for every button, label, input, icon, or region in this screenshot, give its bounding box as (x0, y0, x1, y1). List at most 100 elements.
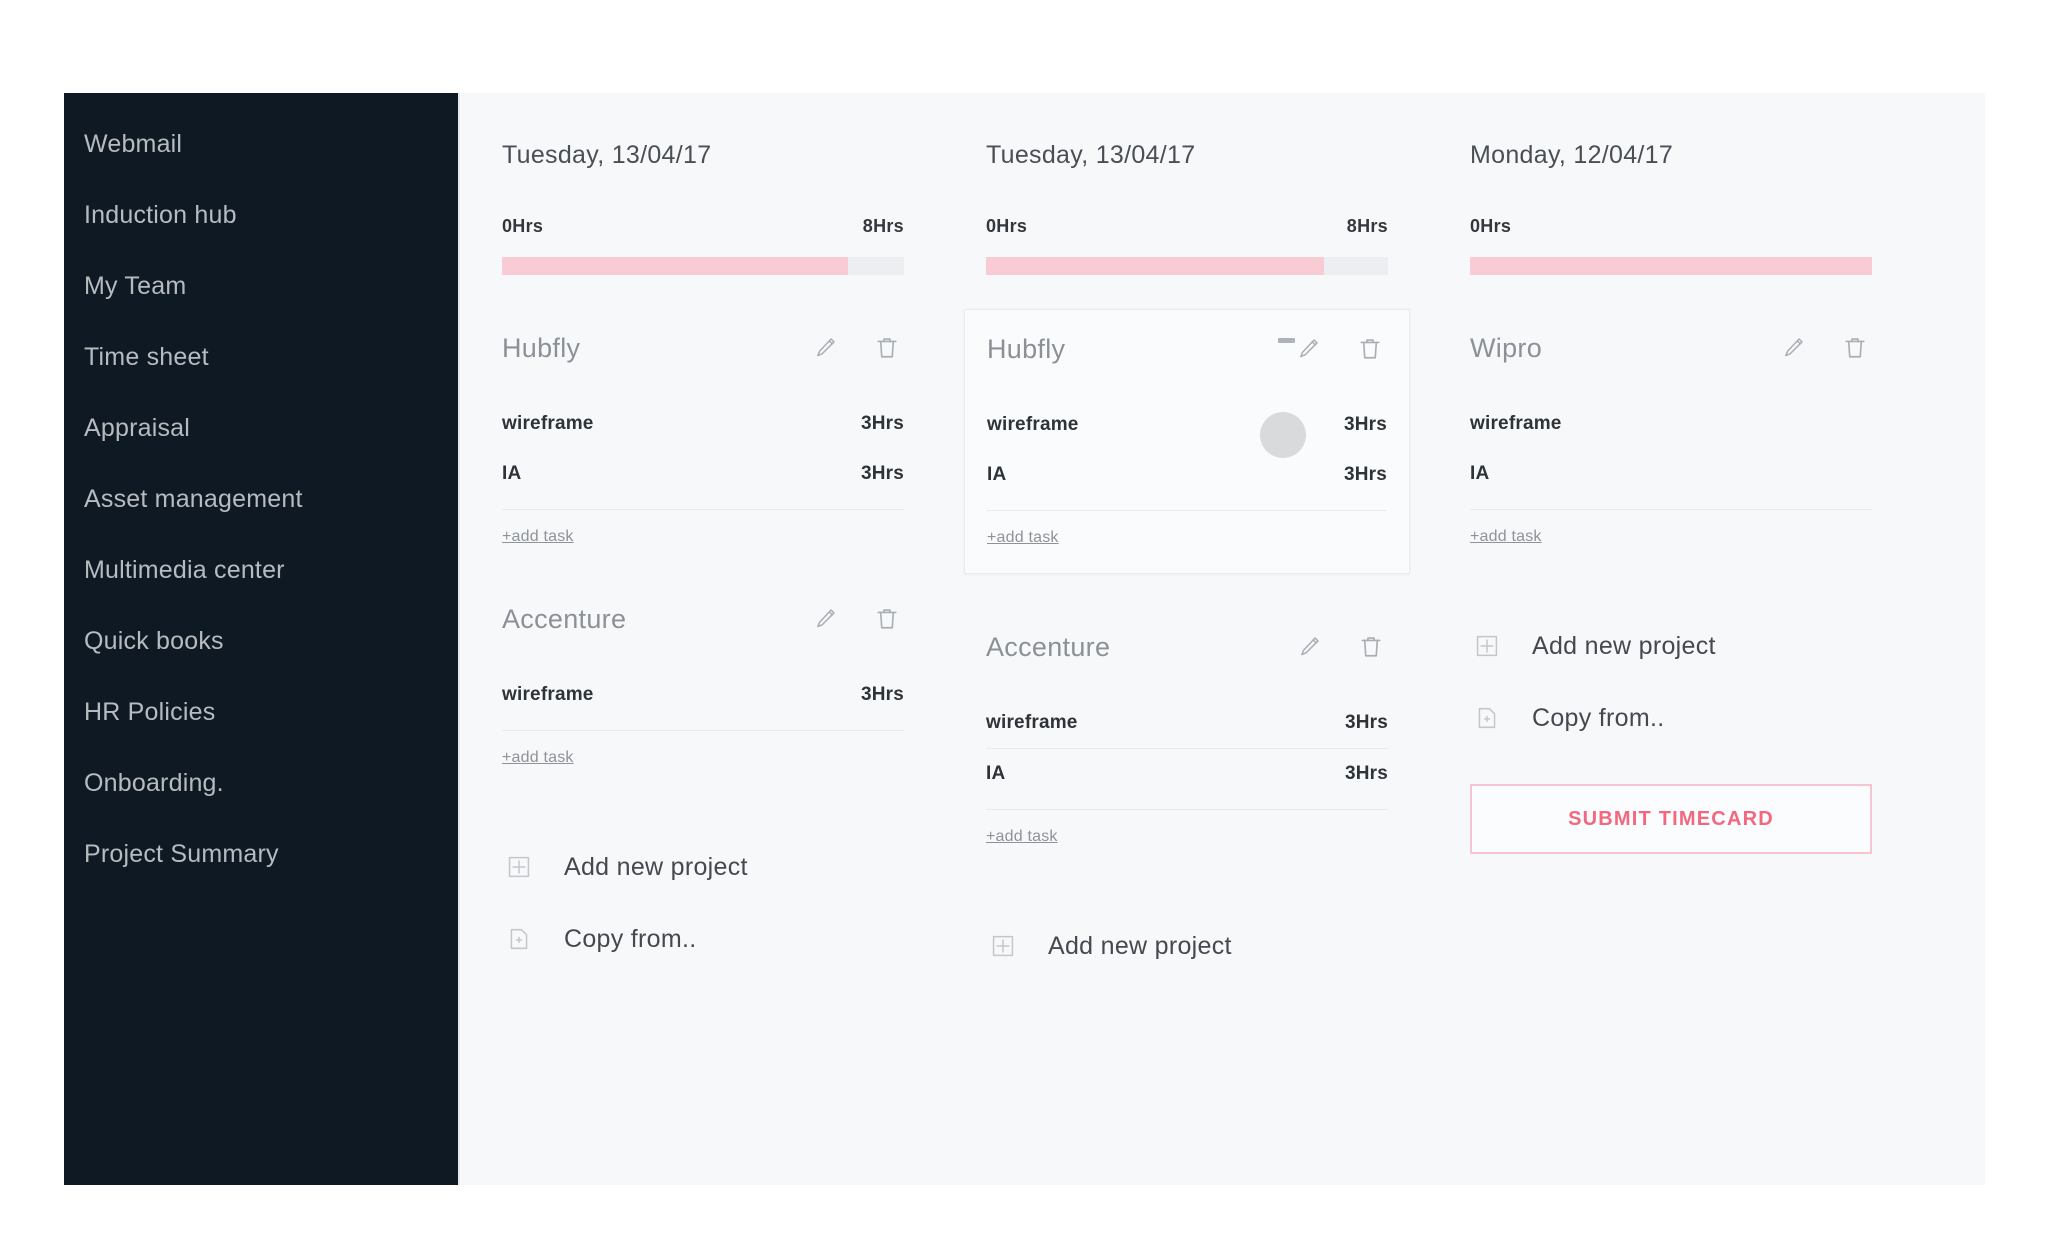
main-sidebar: Webmail Induction hub My Team Time sheet App… (64, 93, 458, 1185)
task-hours: 3Hrs (1344, 763, 1388, 784)
add-task-link[interactable]: +add task (987, 529, 1059, 546)
project-card: Hubfly wireframe 3Hrs IA 3Hrs +add task (964, 309, 1410, 574)
add-task-link[interactable]: +add task (1470, 528, 1542, 545)
sidebar-item-asset-management[interactable]: Asset management (64, 464, 458, 535)
submit-timecard-button[interactable]: SUBMIT TIMECARD (1470, 784, 1872, 854)
sidebar-item-label: Multimedia center (84, 556, 285, 584)
square-plus-icon (502, 850, 536, 884)
edit-project-icon[interactable] (1292, 630, 1326, 664)
delete-project-icon[interactable] (1353, 332, 1387, 366)
project-name: Accenture (502, 603, 627, 634)
action-label: Copy from.. (564, 924, 697, 953)
day-column-inner: Monday, 12/04/17 0Hrs Wipro wireframe IA +add… (1428, 141, 1912, 854)
action-label: Add new project (1532, 631, 1716, 660)
task-row: IA 3Hrs (987, 450, 1387, 500)
project-card-header: Hubfly (987, 332, 1387, 366)
document-plus-icon (502, 922, 536, 956)
sidebar-item-label: Onboarding. (84, 769, 224, 797)
task-name: wireframe (986, 712, 1078, 733)
sidebar-item-label: Asset management (84, 485, 303, 513)
project-card-header: Hubfly (502, 331, 904, 365)
add-task-link[interactable]: +add task (986, 828, 1058, 845)
hours-progress-fill (1470, 257, 1872, 275)
sidebar-item-multimedia-center[interactable]: Multimedia center (64, 535, 458, 606)
sidebar-item-label: Time sheet (84, 343, 209, 371)
sidebar-item-label: Induction hub (84, 201, 237, 229)
project-card: Accenture wireframe 3Hrs +add task (502, 602, 904, 767)
edit-project-icon[interactable] (808, 331, 842, 365)
sidebar-item-label: HR Policies (84, 698, 216, 726)
sidebar-item-induction-hub[interactable]: Induction hub (64, 180, 458, 251)
task-hours: 3Hrs (1343, 464, 1387, 485)
sidebar-item-project-summary[interactable]: Project Summary (64, 819, 458, 890)
hours-min-label: 0Hrs (1470, 216, 1512, 236)
task-list-divider (986, 809, 1388, 810)
day-title: Tuesday, 13/04/17 (502, 141, 712, 169)
dash-icon (1278, 338, 1295, 343)
hours-range: 0Hrs 8Hrs (986, 216, 1388, 237)
day-title: Monday, 12/04/17 (1470, 141, 1674, 169)
task-row: wireframe 3Hrs (987, 400, 1387, 450)
task-hours: 3Hrs (1343, 414, 1387, 435)
sidebar-item-time-sheet[interactable]: Time sheet (64, 322, 458, 393)
sidebar-item-hr-policies[interactable]: HR Policies (64, 677, 458, 748)
action-copy-from[interactable]: Copy from.. (502, 903, 904, 975)
task-list-divider (987, 510, 1387, 511)
task-hours: 3Hrs (860, 684, 904, 705)
action-add-new-project[interactable]: Add new project (1470, 610, 1872, 682)
project-card-header: Wipro (1470, 331, 1872, 365)
sidebar-item-appraisal[interactable]: Appraisal (64, 393, 458, 464)
day-column-1: Tuesday, 13/04/17 0Hrs 8Hrs Hubfly wireframe… (944, 93, 1428, 1185)
delete-project-icon[interactable] (1354, 630, 1388, 664)
project-card-header: Accenture (502, 602, 904, 636)
hours-progress-fill (986, 257, 1324, 275)
delete-project-icon[interactable] (870, 602, 904, 636)
project-name: Accenture (986, 631, 1111, 662)
sidebar-item-webmail[interactable]: Webmail (64, 109, 458, 180)
column-actions: Add new project (986, 910, 1388, 982)
edit-project-icon[interactable] (808, 602, 842, 636)
timesheet-app: Webmail Induction hub My Team Time sheet App… (64, 93, 1985, 1185)
edit-project-icon[interactable] (1776, 331, 1810, 365)
task-list-divider (1470, 509, 1872, 510)
hours-progress-track (502, 257, 904, 275)
document-plus-icon (1470, 701, 1504, 735)
task-hours: 3Hrs (860, 463, 904, 484)
sidebar-item-onboarding[interactable]: Onboarding. (64, 748, 458, 819)
edit-project-icon[interactable] (1291, 332, 1325, 366)
sidebar-item-label: My Team (84, 272, 187, 300)
task-name: IA (986, 763, 1006, 784)
timesheet-columns: Tuesday, 13/04/17 0Hrs 8Hrs Hubfly wireframe… (458, 93, 1985, 1185)
day-title: Tuesday, 13/04/17 (986, 141, 1196, 169)
task-hours: 3Hrs (1344, 712, 1388, 733)
task-row: wireframe 3Hrs (986, 698, 1388, 749)
hours-progress-track (986, 257, 1388, 275)
action-copy-from[interactable]: Copy from.. (1470, 682, 1872, 754)
sidebar-item-label: Webmail (84, 130, 183, 158)
add-task-link[interactable]: +add task (502, 528, 574, 545)
day-column-inner: Tuesday, 13/04/17 0Hrs 8Hrs Hubfly wireframe… (944, 141, 1428, 982)
task-hours: 3Hrs (860, 413, 904, 434)
delete-project-icon[interactable] (1838, 331, 1872, 365)
day-column-2: Monday, 12/04/17 0Hrs Wipro wireframe IA +add… (1428, 93, 1912, 1185)
day-column-0: Tuesday, 13/04/17 0Hrs 8Hrs Hubfly wireframe… (460, 93, 944, 1185)
action-add-new-project[interactable]: Add new project (502, 831, 904, 903)
delete-project-icon[interactable] (870, 331, 904, 365)
action-add-new-project[interactable]: Add new project (986, 910, 1388, 982)
task-row: IA 3Hrs (502, 449, 904, 499)
column-actions: Add new project Copy from.. (502, 831, 904, 975)
task-row: IA (1470, 449, 1872, 499)
hours-max-label: 8Hrs (862, 216, 904, 236)
sidebar-item-quick-books[interactable]: Quick books (64, 606, 458, 677)
action-label: Add new project (1048, 931, 1232, 960)
sidebar-item-label: Quick books (84, 627, 224, 655)
project-name: Wipro (1470, 332, 1543, 363)
add-task-link[interactable]: +add task (502, 749, 574, 766)
task-name: IA (502, 463, 522, 484)
hours-progress-fill (502, 257, 848, 275)
project-card: Accenture wireframe 3Hrs IA 3Hrs +add task (986, 630, 1388, 846)
day-column-inner: Tuesday, 13/04/17 0Hrs 8Hrs Hubfly wireframe… (460, 141, 944, 975)
hours-range: 0Hrs (1470, 216, 1872, 237)
project-card: Wipro wireframe IA +add task (1470, 331, 1872, 546)
sidebar-item-my-team[interactable]: My Team (64, 251, 458, 322)
